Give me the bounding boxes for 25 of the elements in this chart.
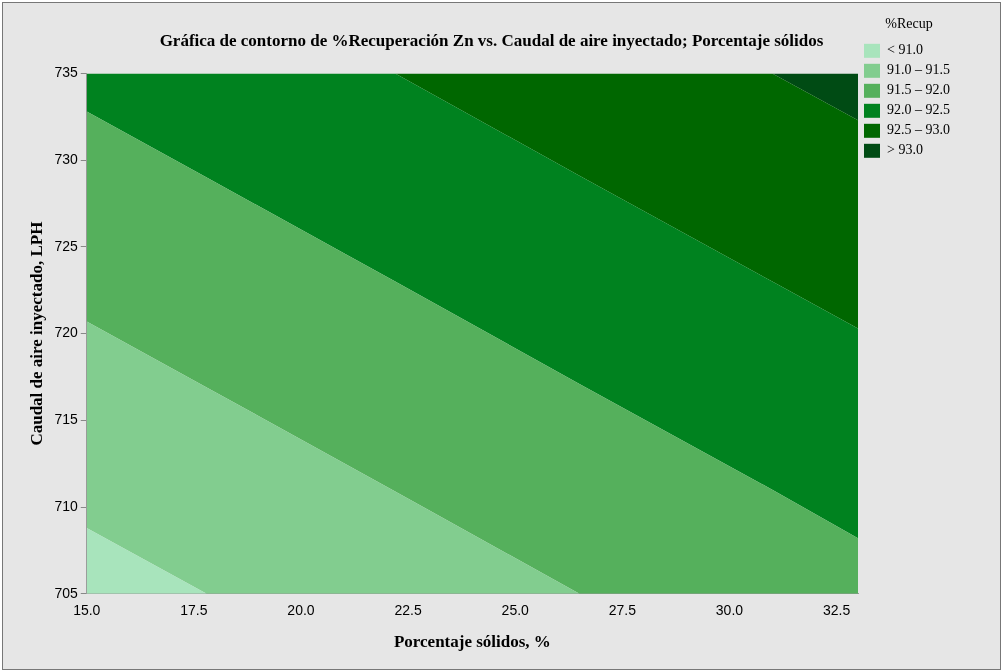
y-axis-title: Caudal de aire inyectado, LPH <box>26 221 46 446</box>
x-tick-label: 30.0 <box>715 602 744 619</box>
y-tick-label: 730 <box>54 150 78 167</box>
x-tick-label: 22.5 <box>394 602 422 619</box>
x-tick-label: 27.5 <box>608 602 637 619</box>
y-tick-label: 725 <box>54 237 78 254</box>
x-tick-label: 15.0 <box>73 602 101 619</box>
y-tick-label: 735 <box>54 64 78 81</box>
legend-label: 91.5 – 92.0 <box>887 82 950 98</box>
legend-title: %Recup <box>885 15 933 31</box>
y-tick-label: 720 <box>54 324 78 341</box>
chart-title: Gráfica de contorno de %Recuperación Zn vs. Caudal de aire inyectado; Porcentaje sólidos <box>159 30 824 50</box>
x-tick-label: 20.0 <box>287 602 315 619</box>
legend-label: 92.0 – 92.5 <box>887 102 950 118</box>
legend-label: 92.5 – 93.0 <box>887 122 950 138</box>
legend-label: 91.0 – 91.5 <box>887 62 950 78</box>
legend-label: < 91.0 <box>887 42 923 58</box>
x-axis-title: Porcentaje sólidos, % <box>393 632 551 652</box>
x-tick-label: 25.0 <box>501 602 530 619</box>
x-tick-label: 17.5 <box>180 602 208 619</box>
x-tick-label: 32.5 <box>822 602 851 619</box>
y-tick-label: 710 <box>54 497 78 514</box>
legend-label: > 93.0 <box>887 142 923 158</box>
y-tick-label: 705 <box>54 584 78 601</box>
y-tick-label: 715 <box>54 411 78 428</box>
